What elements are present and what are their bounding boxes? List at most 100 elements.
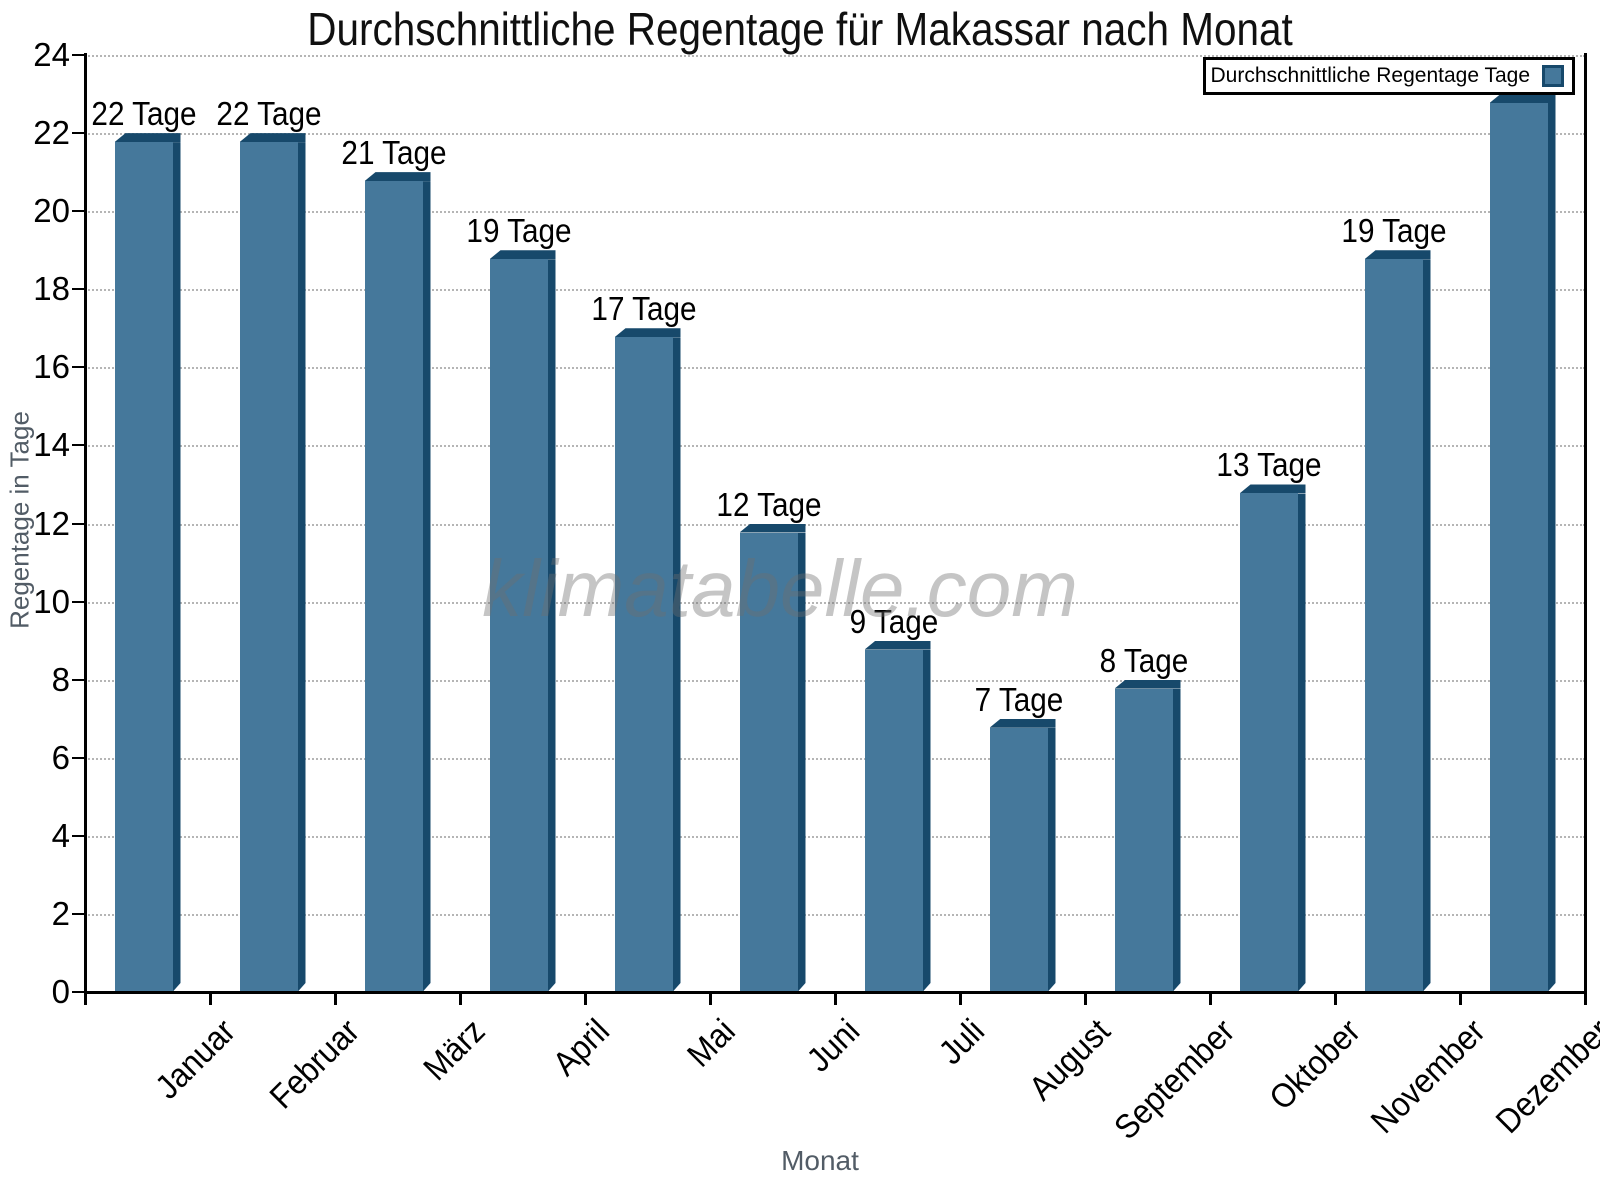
- x-tick-1: [209, 994, 212, 1005]
- x-tick-10: [1334, 994, 1337, 1005]
- gridline-20: [85, 211, 1585, 214]
- bar-value-label-august: 7 Tage: [974, 680, 1063, 718]
- bar-side-september: [1173, 689, 1181, 992]
- legend-swatch-icon: [1542, 65, 1564, 87]
- bar-top-februar: [239, 133, 306, 143]
- y-tick-label-18: 18: [33, 270, 70, 308]
- bar-august: [989, 718, 1056, 992]
- bar-top-dezember: [1489, 94, 1556, 104]
- y-tick-10: [72, 600, 85, 603]
- gridline-10: [85, 601, 1585, 604]
- y-tick-label-22: 22: [33, 114, 70, 152]
- gridline-12: [85, 523, 1585, 526]
- bar-value-label-november: 19 Tage: [1340, 212, 1447, 250]
- bar-top-august: [989, 718, 1056, 728]
- x-axis-title: Monat: [781, 1145, 859, 1176]
- bar-face-februar: [239, 142, 298, 992]
- x-tick-0: [84, 994, 87, 1005]
- bar-top-november: [1364, 250, 1431, 260]
- bar-side-november: [1423, 259, 1431, 992]
- plot-right-border: [1584, 53, 1587, 994]
- chart-title: Durchschnittliche Regentage für Makassar…: [307, 3, 1293, 55]
- gridline-24: [85, 55, 1585, 57]
- x-tick-11: [1459, 994, 1462, 1005]
- bar-face-august: [989, 727, 1048, 992]
- bar-top-mai: [614, 328, 681, 338]
- gridline-16: [85, 367, 1585, 370]
- x-tick-label-juli: Juli: [932, 1012, 993, 1073]
- y-tick-label-10: 10: [33, 582, 70, 620]
- y-tick-24: [72, 54, 85, 56]
- bar-side-januar: [173, 142, 181, 992]
- gridline-6: [85, 757, 1585, 760]
- bar-februar: [239, 133, 306, 992]
- x-tick-label-mai: Mai: [679, 1012, 743, 1075]
- bar-juli: [864, 640, 931, 992]
- y-tick-label-12: 12: [33, 504, 70, 542]
- bar-side-februar: [298, 142, 306, 992]
- bar-side-august: [1048, 728, 1056, 992]
- gridline-8: [85, 679, 1585, 682]
- bar-märz: [364, 172, 431, 992]
- bar-mai: [614, 328, 681, 992]
- x-tick-label-februar: Februar: [263, 1012, 368, 1117]
- gridline-2: [85, 913, 1585, 916]
- bar-top-april: [489, 250, 556, 260]
- x-tick-label-märz: März: [416, 1012, 493, 1089]
- bar-face-april: [489, 259, 548, 992]
- bar-side-mai: [673, 337, 681, 992]
- bar-face-mai: [614, 337, 673, 992]
- bar-value-label-märz: 21 Tage: [340, 134, 447, 172]
- y-tick-16: [72, 366, 85, 369]
- x-tick-12: [1584, 994, 1587, 1005]
- bar-april: [489, 250, 556, 992]
- bar-face-januar: [114, 142, 173, 992]
- bar-value-label-april: 19 Tage: [465, 212, 572, 250]
- y-tick-2: [72, 912, 85, 915]
- bar-top-januar: [114, 133, 181, 143]
- y-axis-line: [84, 53, 87, 994]
- gridline-18: [85, 289, 1585, 292]
- bar-face-juni: [739, 532, 798, 992]
- bar-top-juli: [864, 640, 931, 650]
- y-tick-12: [72, 522, 85, 525]
- bar-value-label-juli: 9 Tage: [849, 602, 938, 640]
- bar-value-label-oktober: 13 Tage: [1215, 446, 1322, 484]
- bar-face-märz: [364, 181, 423, 992]
- legend: Durchschnittliche Regentage Tage: [1203, 57, 1575, 95]
- x-tick-7: [959, 994, 962, 1005]
- bar-value-label-mai: 17 Tage: [590, 290, 697, 328]
- y-tick-label-8: 8: [51, 660, 70, 698]
- bar-top-september: [1114, 679, 1181, 689]
- y-tick-label-4: 4: [51, 816, 70, 854]
- y-tick-label-2: 2: [51, 894, 70, 932]
- x-tick-4: [584, 994, 587, 1005]
- bar-face-juli: [864, 649, 923, 992]
- y-tick-label-6: 6: [51, 738, 70, 776]
- x-tick-3: [459, 994, 462, 1005]
- x-tick-label-september: September: [1107, 1012, 1243, 1148]
- bar-side-april: [548, 259, 556, 992]
- x-tick-label-oktober: Oktober: [1261, 1012, 1368, 1118]
- x-tick-9: [1209, 994, 1212, 1005]
- bar-dezember: [1489, 94, 1556, 992]
- bar-value-label-juni: 12 Tage: [715, 485, 822, 523]
- y-tick-14: [72, 444, 85, 447]
- x-tick-2: [334, 994, 337, 1005]
- gridline-14: [85, 445, 1585, 448]
- bar-top-oktober: [1239, 484, 1306, 494]
- y-tick-0: [72, 991, 85, 993]
- bar-value-label-september: 8 Tage: [1099, 641, 1188, 679]
- gridline-22: [85, 133, 1585, 136]
- bar-value-label-februar: 22 Tage: [215, 95, 322, 133]
- bar-value-label-januar: 22 Tage: [90, 95, 197, 133]
- y-tick-label-20: 20: [33, 192, 70, 230]
- bar-side-oktober: [1298, 493, 1306, 992]
- x-tick-label-august: August: [1021, 1012, 1118, 1108]
- y-tick-label-16: 16: [33, 348, 70, 386]
- legend-label: Durchschnittliche Regentage Tage: [1210, 64, 1530, 87]
- x-tick-8: [1084, 994, 1087, 1005]
- bar-top-juni: [739, 523, 806, 533]
- bar-side-juli: [923, 650, 931, 992]
- plot-area: 22 Tage 22 Tage 21 Tage 19 Tage 17 Tage 12 Ta…: [85, 55, 1585, 992]
